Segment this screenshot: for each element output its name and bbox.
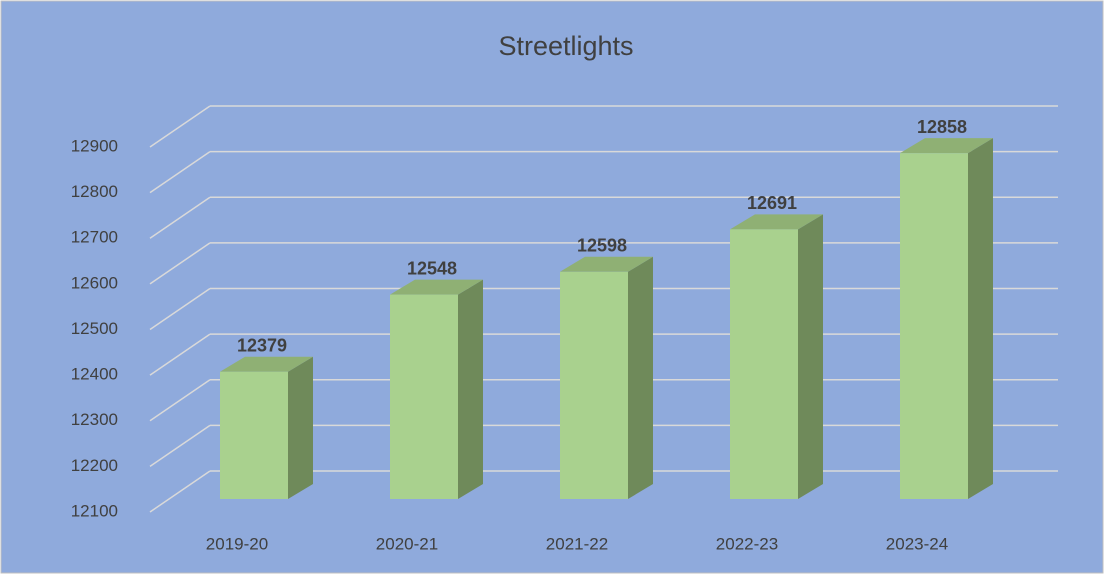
bar-side: [968, 138, 993, 499]
x-tick-label: 2022-23: [716, 534, 778, 553]
y-tick-label: 12300: [71, 410, 118, 429]
y-tick-label: 12700: [71, 228, 118, 247]
bar: [220, 371, 288, 499]
data-label: 12548: [407, 258, 457, 278]
grid-line: [149, 287, 211, 331]
data-label: 12379: [237, 335, 287, 355]
bar: [730, 229, 798, 499]
y-tick-label: 12200: [71, 456, 118, 475]
y-tick-label: 12900: [71, 136, 118, 155]
bar-top: [730, 214, 823, 230]
bar-top: [220, 356, 313, 372]
grid-line: [149, 424, 211, 467]
x-tick-label: 2023-24: [886, 534, 948, 553]
y-tick-label: 12100: [71, 501, 118, 520]
x-tick-label: 2021-22: [546, 534, 608, 553]
grid-line: [149, 242, 211, 285]
bar-side: [798, 214, 823, 499]
bar-side: [288, 356, 313, 499]
data-label: 12691: [747, 193, 797, 213]
grid-line: [149, 379, 211, 422]
grid-line: [149, 151, 211, 194]
bar-top: [560, 256, 653, 272]
grid-line: [149, 196, 211, 239]
y-tick-label: 12800: [71, 182, 118, 201]
y-tick-label: 12600: [71, 273, 118, 292]
grid-line: [149, 105, 211, 148]
data-label: 12598: [577, 236, 627, 256]
x-tick-label: 2020-21: [376, 534, 438, 553]
y-tick-label: 12400: [71, 365, 118, 384]
bar-top: [900, 138, 993, 154]
bar-top: [390, 279, 483, 295]
bar-side: [628, 256, 653, 499]
bar: [390, 294, 458, 499]
chart-title: Streetlights: [498, 31, 633, 61]
x-tick-label: 2019-20: [206, 534, 268, 553]
bar: [900, 153, 968, 499]
data-label: 12858: [917, 117, 967, 137]
bar-side: [458, 279, 483, 499]
grid-line: [149, 333, 211, 376]
y-tick-label: 12500: [71, 319, 118, 338]
bar: [560, 271, 628, 499]
grid-line: [149, 470, 211, 513]
